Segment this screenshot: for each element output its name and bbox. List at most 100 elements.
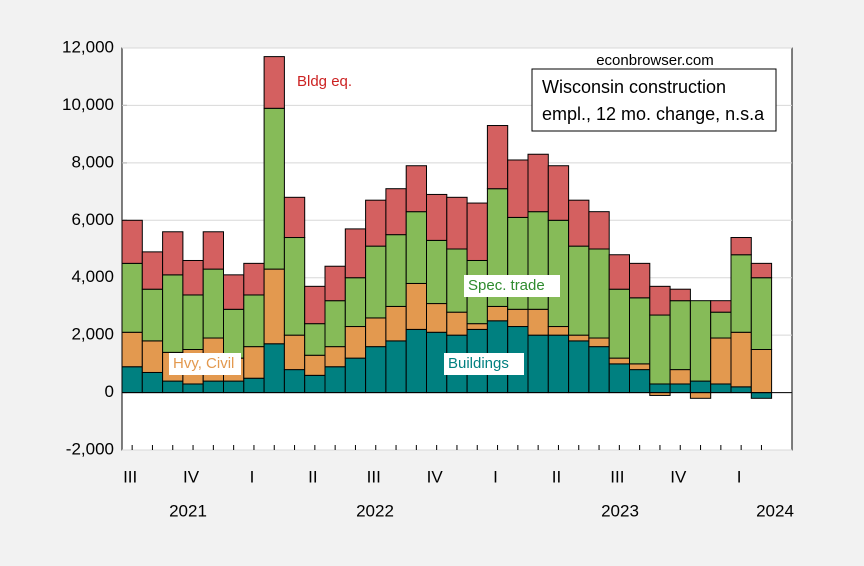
bar-segment (629, 297, 651, 365)
bar-segment (243, 377, 265, 394)
series-label-box (444, 353, 524, 375)
series-label-box (464, 275, 560, 297)
bar-segment (304, 374, 326, 394)
year-label: 2022 (356, 501, 394, 520)
bar-segment (141, 371, 164, 394)
bar-segment (304, 354, 326, 376)
bar-segment (365, 317, 387, 348)
series-label-box (169, 353, 241, 375)
x-tick-label: II (308, 467, 317, 486)
bar-segment (243, 346, 265, 379)
bar-segment (588, 346, 610, 394)
bar-segment (263, 56, 285, 109)
bar-segment (141, 251, 164, 290)
bar-segment (324, 300, 346, 348)
bar-segment (527, 334, 549, 394)
bar-segment (466, 202, 488, 261)
bar-segment (162, 274, 184, 353)
x-tick-label: I (250, 467, 255, 486)
bar-segment (223, 274, 245, 310)
bar-segment (365, 199, 387, 247)
bar-segment (608, 254, 631, 290)
bar-segment (629, 262, 651, 299)
bar-segment (629, 369, 651, 394)
bar-segment (547, 165, 570, 221)
bar-segment (365, 245, 387, 319)
bar-segment (283, 334, 306, 371)
bar-segment (263, 268, 285, 345)
bar-segment (304, 323, 326, 356)
bar-segment (486, 305, 509, 322)
y-tick-label: 6,000 (71, 210, 114, 229)
bar-segment (669, 369, 691, 385)
bar-segment (324, 366, 346, 394)
bar-segment (405, 282, 428, 330)
title-box (531, 68, 777, 132)
bar-segment (750, 262, 773, 279)
bar-segment (243, 262, 265, 296)
bar-segment (568, 199, 590, 247)
bar-segment (669, 288, 691, 302)
bar-segment (202, 380, 224, 394)
bar-segment (669, 383, 691, 394)
bar-segment (162, 380, 184, 394)
bar-segment (162, 231, 184, 276)
y-tick-label: 8,000 (71, 152, 114, 171)
chart-title: Wisconsin construction (542, 77, 726, 97)
bar-segment (527, 153, 549, 213)
bar-segment (121, 219, 143, 264)
bar-segment (689, 380, 712, 394)
x-tick-label: IV (670, 467, 687, 486)
bar-segment (649, 314, 671, 385)
x-tick-label: II (552, 467, 561, 486)
bar-segment (730, 254, 752, 333)
bar-segment (426, 239, 448, 305)
bar-segment (649, 383, 671, 394)
bar-segment (568, 334, 590, 342)
bar-segment (385, 234, 407, 307)
bar-segment (547, 334, 570, 394)
bar-segment (446, 196, 468, 250)
bar-segment (385, 340, 407, 394)
y-tick-label: 2,000 (71, 325, 114, 344)
bar-segment (689, 300, 712, 382)
year-label: 2023 (601, 501, 639, 520)
bar-segment (710, 383, 732, 394)
bar-segment (730, 331, 752, 388)
bar-segment (263, 107, 285, 270)
bar-segment (426, 193, 448, 241)
bar-segment (405, 165, 428, 213)
bar-segment (121, 331, 143, 368)
bar-segment (344, 277, 367, 328)
bar-segment (182, 383, 204, 394)
bar-segment (446, 311, 468, 336)
bar-segment (588, 337, 610, 348)
bar-segment (486, 125, 509, 190)
bar-segment (568, 245, 590, 336)
x-tick-label: III (123, 467, 137, 486)
bar-segment (608, 288, 631, 359)
bar-segment (324, 346, 346, 368)
bar-segment (141, 288, 164, 342)
bar-segment (507, 159, 529, 218)
bar-segment (202, 268, 224, 339)
bar-segment (324, 265, 346, 302)
bar-segment (283, 237, 306, 336)
bar-segment (750, 392, 773, 399)
bar-segment (283, 369, 306, 394)
bar-segment (649, 285, 671, 316)
bar-segment (121, 262, 143, 333)
bar-segment (527, 308, 549, 336)
x-tick-label: IV (427, 467, 444, 486)
bar-segment (344, 357, 367, 394)
series-label: Bldg eq. (297, 73, 352, 90)
bar-segment (344, 228, 367, 279)
bar-segment (243, 294, 265, 348)
bar-segment (588, 211, 610, 250)
bar-segment (405, 211, 428, 284)
series-label: Spec. trade (468, 277, 545, 294)
bar-segment (547, 219, 570, 328)
x-tick-label: I (737, 467, 742, 486)
bar-segment (750, 349, 773, 394)
